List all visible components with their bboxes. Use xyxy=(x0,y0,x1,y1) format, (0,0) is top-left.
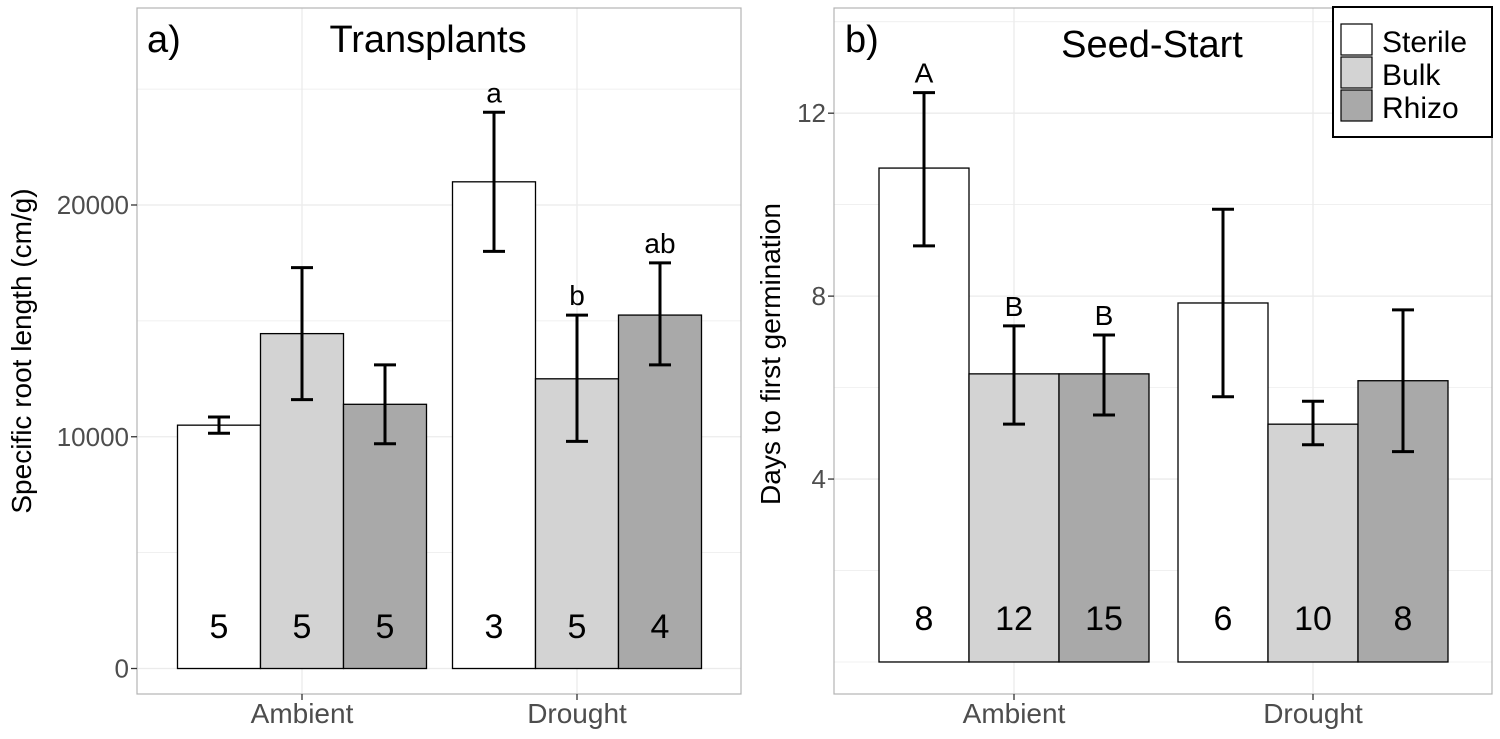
sample-size-label: 6 xyxy=(1214,600,1233,638)
sample-size-label: 5 xyxy=(293,608,312,646)
panel-b-x-ticks: Ambient Drought xyxy=(963,694,1363,729)
panel-b-text: 8 A 12 B 15 B 6 10 8 xyxy=(915,58,1413,638)
legend: Sterile Bulk Rhizo xyxy=(1332,6,1493,138)
sample-size-label: 4 xyxy=(651,608,670,646)
significance-letter: ab xyxy=(644,228,675,259)
bar-rhizo-ambient xyxy=(1058,373,1150,663)
y-tick-label: 20000 xyxy=(57,190,129,220)
panel-a-label: a) xyxy=(147,19,181,61)
legend-label-sterile: Sterile xyxy=(1382,26,1467,59)
panel-b-border xyxy=(833,7,1493,695)
panel-b-label: b) xyxy=(845,19,879,61)
sample-size-label: 3 xyxy=(485,608,504,646)
legend-swatch-sterile xyxy=(1340,23,1373,56)
significance-letter: a xyxy=(486,77,502,108)
sample-size-label: 5 xyxy=(568,608,587,646)
legend-label-rhizo: Rhizo xyxy=(1382,92,1459,125)
panel-a-bars xyxy=(176,110,703,670)
panel-a-border xyxy=(136,7,742,695)
panel-a-title: Transplants xyxy=(329,19,526,61)
panel-b-bars xyxy=(878,91,1449,663)
sample-size-label: 8 xyxy=(915,600,934,638)
significance-letter: A xyxy=(915,58,934,89)
sample-size-label: 8 xyxy=(1394,600,1413,638)
bar-sterile-drought xyxy=(451,181,537,670)
sample-size-label: 12 xyxy=(995,600,1033,638)
panel-b-title: Seed-Start xyxy=(1061,24,1243,66)
x-tick-label: Ambient xyxy=(251,698,354,729)
y-tick-label: 8 xyxy=(812,281,826,311)
legend-swatch-rhizo xyxy=(1340,89,1373,122)
panel-a-x-ticks: Ambient Drought xyxy=(251,694,627,729)
x-tick-label: Ambient xyxy=(963,698,1066,729)
bar-rhizo-ambient xyxy=(342,403,428,670)
bar-rhizo-drought xyxy=(617,314,703,670)
sample-size-label: 15 xyxy=(1085,600,1123,638)
panel-a-y-axis-label: Specific root length (cm/g) xyxy=(6,188,37,513)
bar-sterile-ambient xyxy=(176,424,262,670)
y-tick-label: 12 xyxy=(797,98,826,128)
significance-letter: b xyxy=(569,280,585,311)
significance-letter: B xyxy=(1095,300,1114,331)
y-tick-label: 4 xyxy=(812,464,826,494)
panel-b-y-ticks: 4 8 12 xyxy=(797,98,834,494)
significance-letter: B xyxy=(1005,291,1024,322)
sample-size-label: 5 xyxy=(376,608,395,646)
legend-swatch-bulk xyxy=(1340,56,1373,89)
x-tick-label: Drought xyxy=(1263,698,1363,729)
x-tick-label: Drought xyxy=(527,698,627,729)
panel-transplants: 5 5 5 3 a 5 b 4 ab a) Transplants Specific root … xyxy=(6,7,742,729)
panel-a-text: 5 5 5 3 a 5 b 4 ab xyxy=(210,77,676,646)
y-tick-label: 0 xyxy=(115,654,129,684)
sample-size-label: 5 xyxy=(210,608,229,646)
panel-b-y-axis-label: Days to first germination xyxy=(755,203,786,505)
panel-a-y-ticks: 0 10000 20000 xyxy=(57,190,137,684)
legend-label-bulk: Bulk xyxy=(1382,59,1441,92)
y-tick-label: 10000 xyxy=(57,422,129,452)
bar-sterile-ambient xyxy=(878,167,970,663)
sample-size-label: 10 xyxy=(1294,600,1332,638)
